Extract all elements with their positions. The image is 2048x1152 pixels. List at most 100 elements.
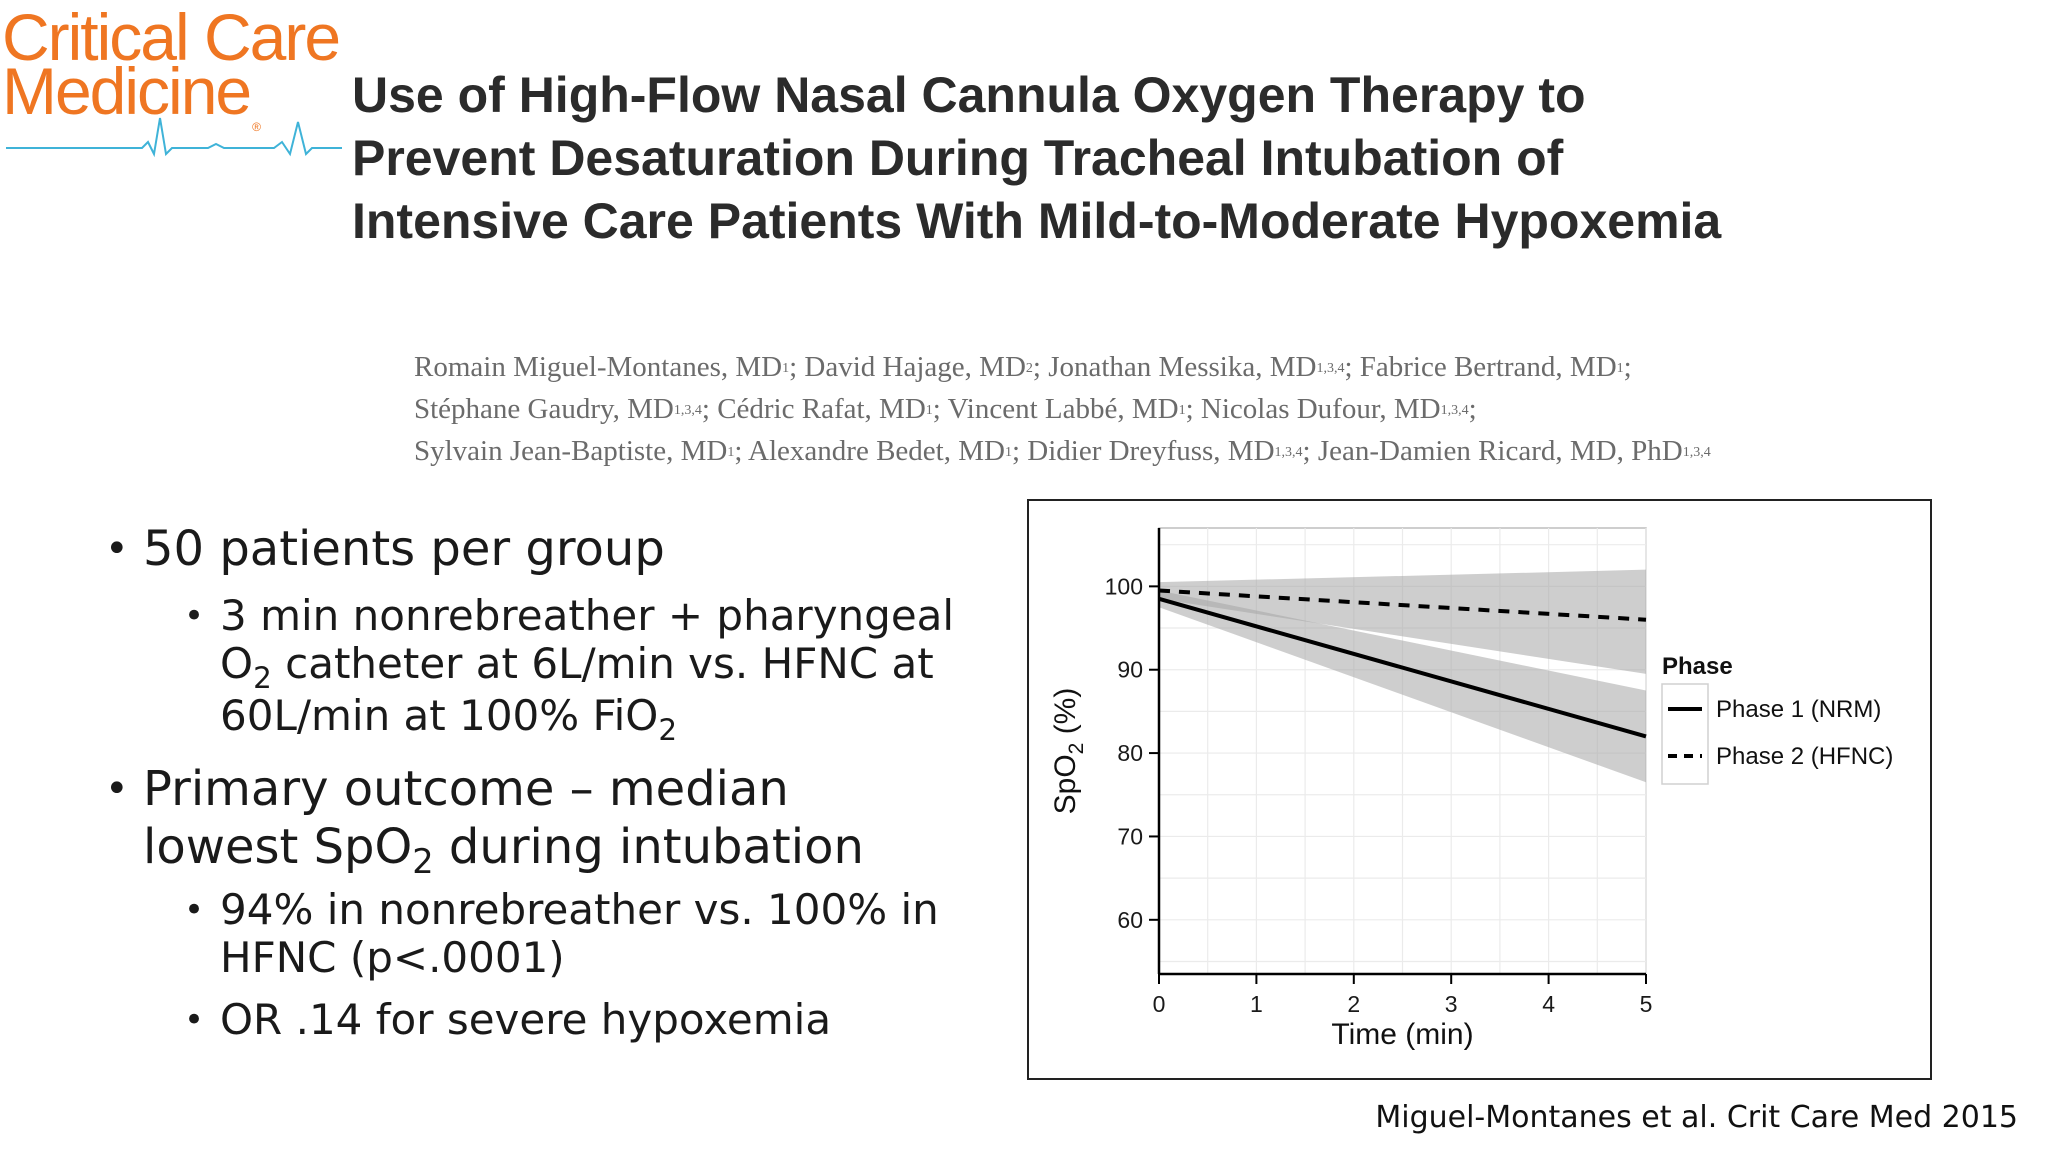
bullet-line: lowest SpO2 during intubation	[143, 818, 923, 881]
author: David Hajage, MD2;	[804, 351, 1041, 383]
author-name: Sylvain Jean-Baptiste, MD	[414, 435, 728, 467]
author-affiliation: 1,3,4	[1682, 445, 1711, 460]
bullet-marker: •	[184, 890, 205, 930]
author-list: Romain Miguel-Montanes, MD1; David Hajag…	[414, 346, 1714, 472]
author-separator: ;	[734, 435, 743, 467]
y-tick-label: 80	[1117, 740, 1143, 766]
sub-bullet-result: • 94% in nonrebreather vs. 100% in HFNC …	[184, 886, 980, 982]
subscript: 2	[412, 842, 434, 881]
bullet-line: O2 catheter at 6L/min vs. HFNC at	[220, 639, 980, 696]
y-tick-label: 100	[1105, 573, 1143, 599]
author-separator: ;	[1185, 393, 1194, 425]
author-separator: ;	[1032, 351, 1041, 383]
y-tick-label: 60	[1117, 907, 1143, 933]
author: Nicolas Dufour, MD1,3,4;	[1201, 393, 1477, 425]
author: Fabrice Bertrand, MD1;	[1360, 351, 1632, 383]
author: Vincent Labbé, MD1;	[948, 393, 1194, 425]
x-tick-label: 2	[1347, 991, 1360, 1017]
author-separator: ;	[789, 351, 798, 383]
bullet-marker: •	[184, 596, 205, 636]
author-separator: ;	[1344, 351, 1353, 383]
bullet-marker: •	[184, 1000, 205, 1040]
journal-logo: Critical Care Medicine ®	[2, 0, 342, 158]
author-affiliation: 1	[1178, 403, 1186, 418]
author-separator: ;	[1302, 435, 1311, 467]
author-separator: ;	[1623, 351, 1632, 383]
subscript: 2	[658, 713, 678, 747]
author-affiliation: 1	[1616, 361, 1624, 376]
bullet-text: O	[220, 639, 254, 688]
author-name: Stéphane Gaudry, MD	[414, 393, 674, 425]
y-tick-label: 70	[1117, 823, 1143, 849]
bullet-line: Primary outcome – median	[143, 761, 789, 817]
y-axis-title-part: 2	[1065, 743, 1088, 755]
author-affiliation: 1	[727, 445, 735, 460]
author-affiliation: 1,3,4	[1316, 361, 1345, 376]
legend-label: Phase 2 (HFNC)	[1716, 743, 1893, 770]
author: Alexandre Bedet, MD1;	[748, 435, 1020, 467]
x-tick-label: 5	[1640, 991, 1653, 1017]
author-separator: ;	[932, 393, 941, 425]
bullet-line: 3 min nonrebreather + pharyngeal	[220, 591, 955, 640]
logo-line-2-text: Medicine	[2, 54, 252, 128]
author: Cédric Rafat, MD1;	[717, 393, 941, 425]
series-line-1	[1158, 588, 1647, 622]
bullet-marker: •	[105, 526, 129, 572]
bullet-text: during intubation	[433, 819, 864, 875]
ecg-line-icon	[6, 117, 342, 158]
author-name: Romain Miguel-Montanes, MD	[414, 351, 783, 383]
logo-line-2: Medicine ®	[2, 58, 261, 134]
author: Romain Miguel-Montanes, MD1;	[414, 351, 797, 383]
author-separator: ;	[1011, 435, 1021, 467]
author: Sylvain Jean-Baptiste, MD1;	[414, 435, 742, 467]
confidence-band-series-0	[1159, 590, 1646, 783]
bullet-text: 50 patients per group	[143, 521, 665, 577]
slide-title: Use of High-Flow Nasal Cannula Oxygen Th…	[352, 67, 1722, 249]
author-name: Cédric Rafat, MD	[717, 393, 926, 425]
x-tick-label: 4	[1542, 991, 1555, 1017]
author: Jean-Damien Ricard, MD, PhD1,3,4	[1318, 435, 1711, 467]
author-name: Jonathan Messika, MD	[1048, 351, 1317, 383]
bullet-primary-outcome: • Primary outcome – median lowest SpO2 d…	[105, 760, 923, 881]
author: Didier Dreyfuss, MD1,3,4;	[1027, 435, 1310, 467]
author-affiliation: 1,3,4	[673, 403, 702, 418]
author-affiliation: 1	[925, 403, 933, 418]
legend-title: Phase	[1662, 653, 1733, 680]
bullet-text: 60L/min at 100% FiO	[220, 691, 659, 740]
author-separator: ;	[1468, 393, 1477, 425]
bullet-line: 60L/min at 100% FiO2	[220, 691, 980, 748]
y-axis-title-part: (%)	[1049, 688, 1082, 743]
bullet-marker: •	[105, 766, 129, 812]
author: Stéphane Gaudry, MD1,3,4;	[414, 393, 710, 425]
x-tick-label: 3	[1445, 991, 1458, 1017]
author-affiliation: 2	[1025, 361, 1033, 376]
author-affiliation: 1,3,4	[1274, 445, 1303, 460]
x-tick-label: 1	[1250, 991, 1263, 1017]
author-affiliation: 1	[782, 361, 790, 376]
sub-bullet-protocol: • 3 min nonrebreather + pharyngeal O2 ca…	[184, 591, 980, 748]
logo-line-1: Critical Care	[2, 0, 341, 74]
logo-registered-mark: ®	[252, 120, 261, 134]
subscript: 2	[253, 661, 272, 695]
bullet-text: lowest SpO	[143, 819, 413, 875]
series-line-0	[1158, 596, 1647, 739]
sub-bullet-odds-ratio: • OR .14 for severe hypoxemia	[184, 995, 980, 1044]
author-separator: ;	[701, 393, 710, 425]
bullet-patients: • 50 patients per group	[105, 520, 923, 578]
y-axis-title-part: SpO	[1049, 754, 1082, 814]
y-axis-title: SpO2 (%)	[1049, 688, 1088, 815]
confidence-band-series-1	[1159, 569, 1646, 674]
x-axis-title: Time (min)	[1331, 1018, 1473, 1051]
x-tick-label: 0	[1153, 991, 1166, 1017]
author-name: Jean-Damien Ricard, MD, PhD	[1317, 435, 1683, 467]
citation: Miguel-Montanes et al. Crit Care Med 201…	[1375, 1100, 2018, 1135]
author-name: David Hajage, MD	[804, 351, 1026, 383]
author-affiliation: 1,3,4	[1440, 403, 1469, 418]
author-affiliation: 1	[1004, 445, 1012, 460]
spo2-chart: 0 1 2 3 4 5 60 70 80 90 100 Time (min) SpO2 (%) Phase…	[1027, 499, 1932, 1080]
y-tick-label: 90	[1117, 657, 1143, 683]
bullet-line: OR .14 for severe hypoxemia	[220, 995, 832, 1044]
author-name: Nicolas Dufour, MD	[1200, 393, 1441, 425]
bullet-line: HFNC (p<.0001)	[220, 933, 565, 982]
